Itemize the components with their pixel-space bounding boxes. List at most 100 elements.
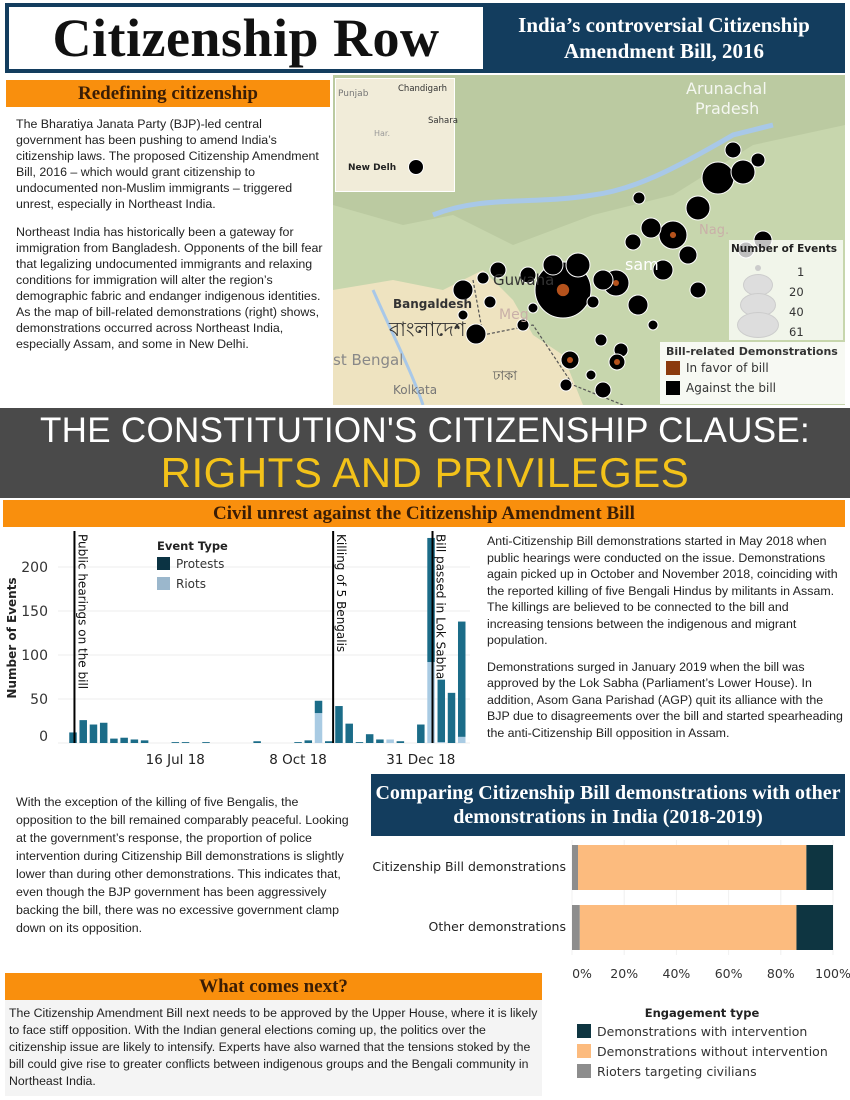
- section-header-unrest: Civil unrest against the Citizenship Ame…: [3, 500, 845, 527]
- map-label-guwahati: Guwaha: [493, 271, 555, 289]
- section-header-redefining: Redefining citizenship: [6, 80, 330, 107]
- infographic-title: Citizenship Row: [52, 8, 440, 68]
- y-tick-label: 0: [39, 729, 48, 745]
- bar-riots: [427, 662, 435, 743]
- bar-protests: [376, 739, 384, 743]
- section-header-next: What comes next?: [5, 973, 542, 1000]
- bar-segment: [578, 845, 807, 890]
- event-circle: [519, 266, 537, 284]
- bar-protests: [365, 734, 374, 743]
- event-circle: [730, 159, 756, 185]
- event-circle: [685, 195, 711, 221]
- unrest-text: Anti-Citizenship Bill demonstrations sta…: [487, 533, 843, 741]
- size-legend-value: 61: [789, 325, 804, 339]
- bar-protests: [69, 732, 77, 743]
- in-favor-event-circle: [613, 280, 619, 286]
- paragraph: The Bharatiya Janata Party (BJP)-led cen…: [16, 117, 319, 211]
- map-label-bangladesh-bengali: বাংলাদেশ: [389, 317, 466, 341]
- bar-protests: [99, 722, 108, 743]
- bar-protests: [79, 720, 87, 743]
- legend-item-rioters[interactable]: Rioters targeting civilians: [577, 1061, 847, 1081]
- legend-label: Protests: [176, 557, 224, 571]
- response-text: With the exception of the killing of fiv…: [16, 795, 349, 935]
- legend-label: In favor of bill: [686, 361, 769, 375]
- legend-swatch-icon: [157, 577, 170, 590]
- category-label: Other demonstrations: [428, 919, 566, 934]
- x-tick-label: 80%: [767, 966, 795, 981]
- bar-protests: [171, 742, 180, 743]
- map-label-punjab: Punjab: [338, 89, 369, 99]
- map-label-meghalaya: Meg: [499, 307, 529, 323]
- legend-label: Demonstrations with intervention: [597, 1023, 808, 1039]
- bar-protests: [427, 537, 435, 663]
- bar-protests: [294, 742, 302, 743]
- bar-protests: [355, 742, 364, 743]
- map-label-kolkata: Kolkata: [393, 383, 438, 397]
- legend-label: Against the bill: [686, 381, 777, 395]
- in-favor-event-circle: [614, 359, 620, 365]
- y-axis-label: Number of Events: [5, 577, 19, 698]
- legend-item-in-favor[interactable]: In favor of bill: [666, 358, 839, 378]
- event-circle: [624, 233, 642, 251]
- bar-protests: [89, 724, 98, 743]
- legend-swatch-icon: [157, 557, 170, 570]
- map-label-bangladesh: Bangaldesh: [393, 297, 473, 311]
- event-circle: [750, 152, 766, 168]
- x-tick-label: 100%: [815, 966, 850, 981]
- bar-protests: [110, 738, 118, 743]
- engagement-legend-title: Engagement type: [644, 1006, 760, 1020]
- event-circle: [457, 309, 469, 321]
- overlay-title-line1: THE CONSTITUTION'S CITIZENSHIP CLAUSE:: [39, 411, 811, 450]
- legend-item-against[interactable]: Against the bill: [666, 378, 839, 398]
- legend-title: Event Type: [157, 539, 228, 553]
- x-tick-label: 31 Dec 18: [386, 752, 455, 768]
- event-circle: [592, 269, 614, 291]
- bar-segment: [806, 845, 833, 890]
- event-circle: [647, 319, 659, 331]
- overlay-title-line2: RIGHTS AND PRIVILEGES: [160, 449, 690, 496]
- paragraph: Northeast India has historically been a …: [16, 225, 323, 351]
- demonstrations-map[interactable]: Punjab Chandigarh Sahara Har. New Delh A…: [333, 75, 845, 405]
- x-tick-label: 16 Jul 18: [146, 752, 205, 768]
- title-overlay-banner: THE CONSTITUTION'S CITIZENSHIP CLAUSE: R…: [0, 408, 850, 498]
- bar-protests: [253, 741, 261, 743]
- x-tick-label: 60%: [715, 966, 743, 981]
- y-tick-label: 50: [30, 692, 48, 708]
- bar-riots: [386, 739, 394, 743]
- swatch-icon: [577, 1024, 591, 1038]
- next-text: The Citizenship Amendment Bill next need…: [5, 1000, 542, 1096]
- legend-label: Demonstrations without intervention: [597, 1043, 828, 1059]
- event-circle: [586, 295, 600, 309]
- swatch-icon: [666, 361, 680, 375]
- swatch-icon: [666, 381, 680, 395]
- bar-protests: [202, 742, 210, 743]
- bar-riots: [457, 736, 466, 743]
- inset-map-delhi: Punjab Chandigarh Sahara Har. New Delh: [335, 78, 458, 192]
- bar-protests: [335, 706, 343, 743]
- map-label-har: Har.: [374, 129, 391, 138]
- bar-protests: [181, 742, 190, 743]
- category-label: Citizenship Bill demonstrations: [372, 859, 566, 874]
- legend-label: Riots: [176, 577, 206, 591]
- event-circle: [476, 271, 490, 285]
- y-tick-label: 200: [21, 560, 48, 576]
- legend-label: Rioters targeting civilians: [597, 1063, 757, 1079]
- event-circle: [689, 281, 707, 299]
- bar-protests: [325, 741, 333, 743]
- event-circle: [678, 245, 698, 265]
- legend-item-without-intervention[interactable]: Demonstrations without intervention: [577, 1041, 847, 1061]
- event-circle: [594, 381, 612, 399]
- size-legend-title: Number of Events: [731, 243, 837, 255]
- legend-item-with-intervention[interactable]: Demonstrations with intervention: [577, 1021, 847, 1041]
- bar-protests: [345, 723, 353, 743]
- event-circle: [701, 161, 735, 195]
- event-circle: [640, 217, 662, 239]
- event-circle: [724, 141, 742, 159]
- x-tick-label: 40%: [663, 966, 691, 981]
- color-legend-title: Bill-related Demonstrations: [666, 345, 838, 358]
- bar-protests: [304, 740, 313, 743]
- event-circle: [542, 254, 564, 276]
- event-circle: [585, 369, 597, 381]
- map-label-chandigarh: Chandigarh: [398, 84, 448, 94]
